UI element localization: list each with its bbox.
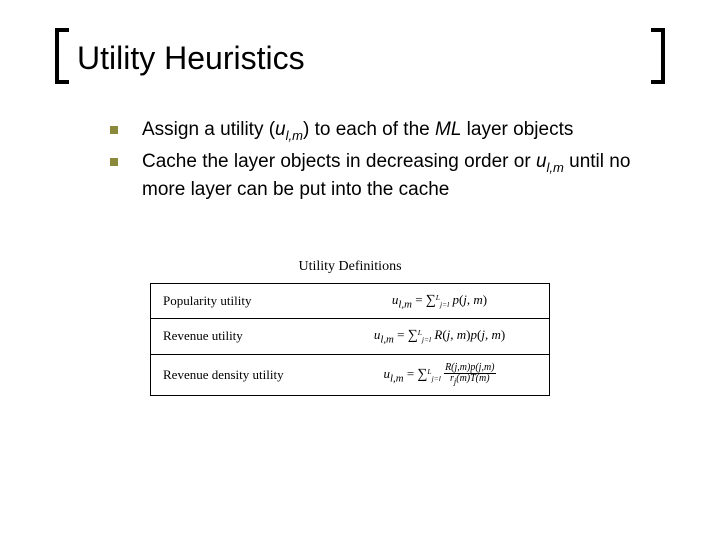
bullet-item: Cache the layer objects in decreasing or… bbox=[110, 149, 645, 204]
utility-table-section: Utility Definitions Popularity utility u… bbox=[55, 259, 665, 396]
table-title: Utility Definitions bbox=[150, 259, 550, 275]
title-container: Utility Heuristics bbox=[55, 40, 665, 77]
utility-label: Revenue utility bbox=[151, 319, 331, 355]
title-bracket-right-icon bbox=[651, 28, 665, 84]
utility-formula: ul,m = ∑Lj=l R(j,m)p(j,m)rj(m)T(m) bbox=[330, 354, 549, 395]
table-row: Revenue density utility ul,m = ∑Lj=l R(j… bbox=[151, 354, 550, 395]
bullet-text: Cache the layer objects in decreasing or… bbox=[142, 149, 645, 204]
bullet-list: Assign a utility (ul,m) to each of the M… bbox=[55, 117, 665, 204]
utility-definitions-table: Popularity utility ul,m = ∑Lj=l p(j, m) … bbox=[150, 283, 550, 396]
slide: Utility Heuristics Assign a utility (ul,… bbox=[0, 0, 720, 540]
bullet-text: Assign a utility (ul,m) to each of the M… bbox=[142, 117, 573, 145]
utility-formula: ul,m = ∑Lj=l R(j, m)p(j, m) bbox=[330, 319, 549, 355]
square-bullet-icon bbox=[110, 158, 118, 166]
utility-label: Popularity utility bbox=[151, 283, 331, 319]
square-bullet-icon bbox=[110, 126, 118, 134]
slide-title: Utility Heuristics bbox=[55, 40, 665, 77]
bullet-item: Assign a utility (ul,m) to each of the M… bbox=[110, 117, 645, 145]
utility-formula: ul,m = ∑Lj=l p(j, m) bbox=[330, 283, 549, 319]
table-row: Popularity utility ul,m = ∑Lj=l p(j, m) bbox=[151, 283, 550, 319]
table-row: Revenue utility ul,m = ∑Lj=l R(j, m)p(j,… bbox=[151, 319, 550, 355]
utility-label: Revenue density utility bbox=[151, 354, 331, 395]
